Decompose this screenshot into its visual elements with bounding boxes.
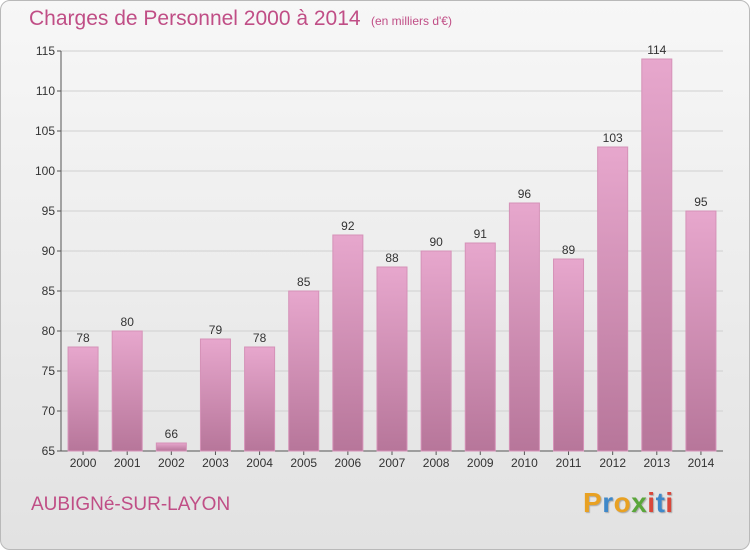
brand-letter: x — [631, 487, 648, 518]
data-label-2001: 80 — [121, 315, 135, 329]
x-tick-label-2004: 2004 — [246, 456, 273, 470]
y-tick-label: 80 — [42, 324, 56, 338]
data-labels: 78 80 66 79 78 85 92 88 90 91 96 89 103 114 95 — [76, 43, 708, 441]
data-label-2005: 85 — [297, 275, 311, 289]
x-tick-label-2000: 2000 — [70, 456, 97, 470]
data-label-2003: 79 — [209, 323, 223, 337]
y-tick-label: 85 — [42, 284, 56, 298]
bar-2009 — [464, 242, 496, 452]
y-tick-label: 95 — [42, 204, 56, 218]
bar-2003 — [199, 338, 231, 452]
bar-2007 — [376, 266, 408, 452]
data-label-2008: 90 — [429, 235, 443, 249]
data-label-2004: 78 — [253, 331, 267, 345]
data-label-2002: 66 — [165, 427, 179, 441]
bar-2011 — [553, 258, 585, 452]
data-label-2009: 91 — [474, 227, 488, 241]
place-name: AUBIGNé-SUR-LAYON — [31, 494, 231, 515]
data-label-2007: 88 — [385, 251, 399, 265]
x-tick-label-2001: 2001 — [114, 456, 141, 470]
x-tick-label-2013: 2013 — [643, 456, 670, 470]
bar-2005 — [288, 290, 320, 452]
x-tick-label-2003: 2003 — [202, 456, 229, 470]
bars — [67, 58, 717, 452]
y-tick-label: 105 — [35, 124, 55, 138]
bar-2013 — [641, 58, 673, 452]
bar-2001 — [111, 330, 143, 452]
bar-2000 — [67, 346, 99, 452]
brand-letter: r — [602, 487, 614, 518]
x-tick-label-2012: 2012 — [599, 456, 626, 470]
y-tick-label: 90 — [42, 244, 56, 258]
x-tick-label-2005: 2005 — [290, 456, 317, 470]
x-tick-label-2009: 2009 — [467, 456, 494, 470]
data-label-2000: 78 — [76, 331, 90, 345]
brand-letter: t — [655, 487, 666, 518]
x-tick-label-2008: 2008 — [423, 456, 450, 470]
bar-2010 — [508, 202, 540, 452]
data-label-2012: 103 — [603, 131, 623, 145]
y-tick-label: 110 — [36, 84, 55, 98]
x-tick-label-2011: 2011 — [556, 456, 582, 470]
x-tick-label-2007: 2007 — [379, 456, 406, 470]
data-label-2006: 92 — [341, 219, 355, 233]
bar-2004 — [244, 346, 276, 452]
x-tick-label-2010: 2010 — [511, 456, 538, 470]
data-label-2014: 95 — [694, 195, 708, 209]
y-tick-label: 70 — [42, 404, 56, 418]
bar-2014 — [685, 210, 717, 452]
bar-2012 — [597, 146, 629, 452]
y-tick-label: 115 — [36, 44, 55, 58]
bar-2006 — [332, 234, 364, 452]
x-tick-label-2002: 2002 — [158, 456, 185, 470]
y-tick-label: 65 — [42, 444, 56, 458]
brand-letter: i — [647, 487, 656, 518]
data-label-2013: 114 — [647, 43, 666, 57]
bar-2002 — [155, 442, 187, 452]
proxiti-logo: Proxiti — [583, 487, 674, 519]
x-tick-label-2006: 2006 — [335, 456, 362, 470]
bar-2008 — [420, 250, 452, 452]
brand-letter: i — [665, 487, 674, 518]
brand-letter: P — [583, 487, 603, 518]
data-label-2010: 96 — [518, 187, 532, 201]
y-tick-label: 75 — [42, 364, 56, 378]
chart-title: Charges de Personnel 2000 à 2014 — [29, 7, 361, 30]
x-tick-label-2014: 2014 — [688, 456, 715, 470]
chart-subtitle: (en milliers d'€) — [371, 14, 452, 28]
data-label-2011: 89 — [562, 243, 576, 257]
y-tick-label: 100 — [35, 164, 55, 178]
brand-letter: o — [613, 487, 632, 518]
